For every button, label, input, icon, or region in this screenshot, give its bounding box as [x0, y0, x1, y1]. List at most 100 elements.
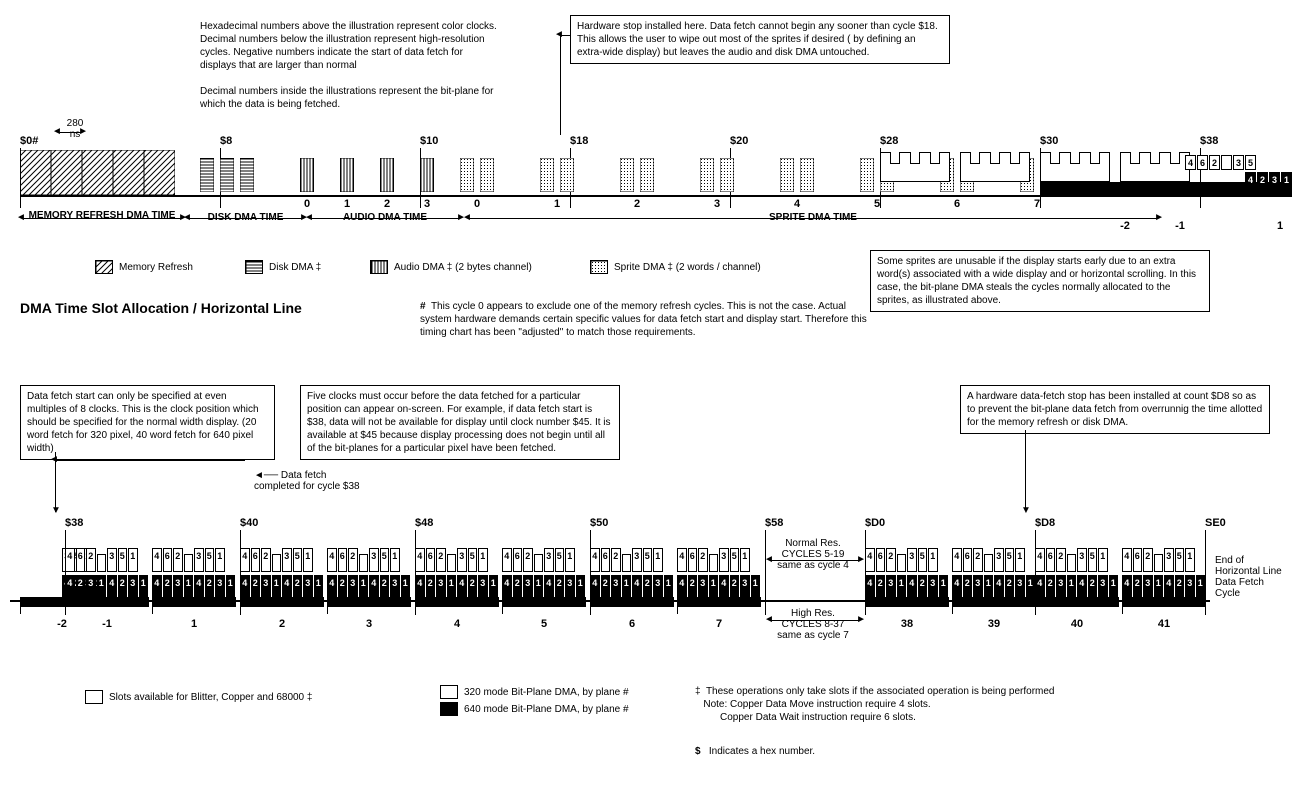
- bitplane-cell-320: 2: [698, 548, 708, 572]
- bitplane-cell-640: 2: [1133, 575, 1143, 597]
- bitplane-cell-320: 3: [457, 548, 467, 572]
- bitplane-cell-640: 1: [184, 575, 194, 597]
- row2-cycle-num: 4: [415, 618, 499, 630]
- tick: [240, 600, 241, 614]
- slot: [340, 158, 354, 192]
- bitplane-cell-320: 4: [327, 548, 337, 572]
- bitplane-cell-640: 2: [205, 575, 215, 597]
- sprite-num: 0: [460, 198, 494, 210]
- row2-black-bar: [152, 597, 236, 607]
- legend-blitter: Slots available for Blitter, Copper and …: [85, 690, 312, 704]
- sprite-num: 7: [1020, 198, 1054, 210]
- legend-audio: Audio DMA ‡ (2 bytes channel): [370, 260, 532, 274]
- bitplane-cell-320: 2: [348, 548, 358, 572]
- bitplane-cell-320: [1221, 155, 1232, 170]
- castle-notch: [1070, 152, 1080, 164]
- bitplane-cell-640: 3: [261, 575, 271, 597]
- row1-cycle-num: -2: [1110, 220, 1140, 232]
- bitplane-cell-640: 4: [719, 575, 729, 597]
- bitplane-cell-320: 5: [555, 548, 565, 572]
- castle-notch: [970, 152, 980, 164]
- bitplane-cell-640: 4: [1077, 575, 1087, 597]
- hex-marker: $20: [730, 135, 748, 147]
- bitplane-cell-640: 1: [314, 575, 324, 597]
- bitplane-cell-320: 3: [1233, 155, 1244, 170]
- bitplane-cell-320: 5: [380, 548, 390, 572]
- bitplane-cell-640: 3: [390, 575, 400, 597]
- bitplane-cell-320: 5: [1245, 155, 1256, 170]
- fetch-stop-pointer: [1025, 430, 1026, 510]
- bitplane-cell-640: 4: [240, 575, 250, 597]
- bitplane-cell-320: 3: [194, 548, 204, 572]
- sprite-num: 3: [700, 198, 734, 210]
- bitplane-cell-640: 3: [1269, 172, 1280, 187]
- bitplane-cell-640: 4: [865, 575, 875, 597]
- hex-marker: $28: [880, 135, 898, 147]
- ops-note: ‡ These operations only take slots if th…: [695, 685, 1125, 724]
- bitplane-cell-640: 3: [523, 575, 533, 597]
- slot: [460, 158, 474, 192]
- legend-disk-label: Disk DMA ‡: [269, 262, 321, 273]
- legend-640-label: 640 mode Bit-Plane DMA, by plane #: [464, 704, 629, 715]
- bitplane-cell-640: 2: [338, 575, 348, 597]
- bitplane-cell-640: 4: [590, 575, 600, 597]
- bitplane-cell-640: 3: [128, 575, 138, 597]
- hex-note: $ Indicates a hex number.: [695, 745, 815, 758]
- diagram-title: DMA Time Slot Allocation / Horizontal Li…: [20, 300, 302, 316]
- legend-640: 640 mode Bit-Plane DMA, by plane #: [440, 702, 629, 716]
- bitplane-cell-320: 4: [1185, 155, 1196, 170]
- bitplane-cell-320: [1067, 554, 1077, 572]
- bitplane-cell-640: 1: [139, 575, 149, 597]
- bitplane-cell-640: 4: [502, 575, 512, 597]
- slot: [200, 158, 214, 192]
- row2-black-bar: [1035, 597, 1119, 607]
- hex-marker: $58: [765, 517, 783, 529]
- bitplane-cell-640: 3: [1185, 575, 1195, 597]
- bitplane-cell-640: 4: [1035, 575, 1045, 597]
- bitplane-cell-320: 1: [390, 548, 400, 572]
- row1-cycle-num: 1: [1265, 220, 1292, 232]
- bitplane-cell-320: 4: [65, 548, 75, 572]
- tick: [327, 600, 328, 614]
- bitplane-cell-640: 3: [1056, 575, 1066, 597]
- bitplane-cell-320: 1: [128, 548, 138, 572]
- tick: [1035, 600, 1036, 614]
- bitplane-cell-640: 3: [1098, 575, 1108, 597]
- bitplane-cell-640: 1: [401, 575, 411, 597]
- bitplane-cell-640: 2: [1175, 575, 1185, 597]
- bitplane-cell-320: 2: [973, 548, 983, 572]
- normal-res-note: Normal Res. CYCLES 5-19 same as cycle 4: [773, 538, 853, 571]
- bitplane-cell-640: 3: [928, 575, 938, 597]
- legend-320-label: 320 mode Bit-Plane DMA, by plane #: [464, 687, 629, 698]
- hardware-stop-pointer: [560, 35, 561, 135]
- bitplane-cell-640: 1: [226, 575, 236, 597]
- hex-marker: $8: [220, 135, 232, 147]
- bitplane-cell-320: 4: [1122, 548, 1132, 572]
- data-fetch-start-box: Data fetch start can only be specified a…: [20, 385, 275, 460]
- bitplane-cell-320: 3: [1077, 548, 1087, 572]
- bitplane-cell-320: 4: [590, 548, 600, 572]
- bitplane-cell-640: 3: [565, 575, 575, 597]
- timing-280ns-arrows: [58, 132, 82, 133]
- tick: [952, 600, 953, 614]
- arrow-down-2: ▼: [1021, 505, 1031, 516]
- bitplane-cell-640: 1: [97, 575, 107, 597]
- slot: [800, 158, 814, 192]
- bitplane-cell-320: 5: [205, 548, 215, 572]
- data-fetch-completed-label: ◄── Data fetch completed for cycle $38: [254, 470, 364, 492]
- bitplane-cell-640: 2: [1005, 575, 1015, 597]
- bitplane-cell-640: 1: [939, 575, 949, 597]
- bitplane-cell-320: 2: [173, 548, 183, 572]
- disk-section-label: DISK DMA TIME: [188, 212, 303, 223]
- bitplane-cell-320: 2: [436, 548, 446, 572]
- bitplane-cell-640: 1: [1154, 575, 1164, 597]
- castle-notch: [1130, 152, 1140, 164]
- bitplane-cell-320: [1154, 554, 1164, 572]
- slot: [560, 158, 574, 192]
- bitplane-cell-640: 4: [1164, 575, 1174, 597]
- data-fetch-start-harrow: [55, 460, 245, 461]
- bitplane-cell-640: 4: [907, 575, 917, 597]
- bitplane-cell-320: 2: [1143, 548, 1153, 572]
- bitplane-cell-320: 6: [1197, 155, 1208, 170]
- row2-black-bar: [952, 597, 1036, 607]
